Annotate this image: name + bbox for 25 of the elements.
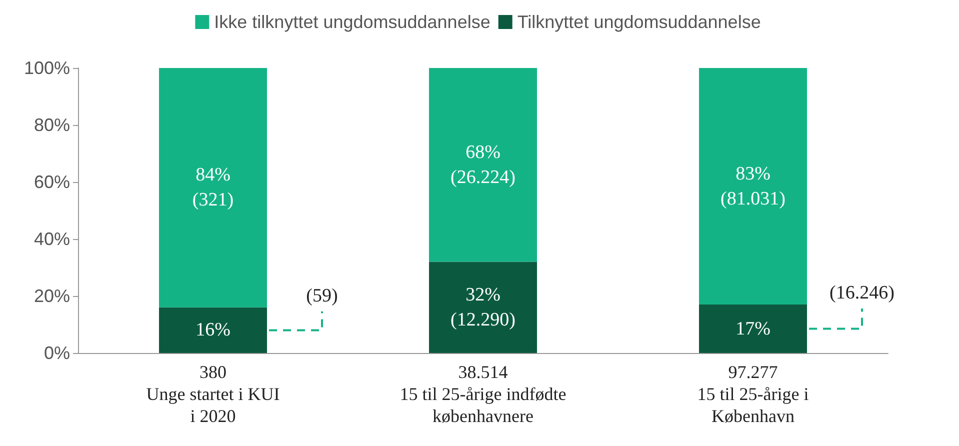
x-tick-label: 380 Unge startet i KUI i 2020: [146, 362, 280, 426]
bar: [429, 262, 537, 353]
bar: [159, 68, 267, 308]
data-label: 84% (321): [192, 164, 234, 211]
bar: [159, 307, 267, 353]
data-label: 32% (12.290): [450, 284, 516, 330]
x-tick-label: 97.277 15 til 25-årige i København: [697, 362, 809, 426]
annotation: (16.246): [830, 282, 894, 304]
bar: [699, 68, 807, 305]
data-label: 17%: [736, 318, 771, 340]
data-label: 83% (81.031): [720, 163, 786, 210]
legend-label: Ikke tilknyttet ungdomsuddannelse: [214, 12, 490, 32]
annotation: (59): [306, 285, 338, 306]
y-tick-label: 40%: [34, 229, 70, 249]
y-tick-label: 80%: [34, 115, 70, 135]
y-tick-label: 60%: [34, 172, 70, 192]
y-tick-label: 20%: [34, 286, 70, 306]
bar: [429, 68, 537, 262]
data-label: 16%: [196, 320, 231, 341]
y-tick-label: 100%: [24, 58, 70, 78]
legend-label: Tilknyttet ungdomsuddannelse: [517, 12, 761, 32]
bar: [699, 304, 807, 353]
data-label: 68% (26.224): [450, 142, 516, 188]
y-tick-label: 0%: [44, 343, 70, 363]
x-tick-label: 38.514 15 til 25-årige indfødte københavnere: [400, 362, 566, 426]
